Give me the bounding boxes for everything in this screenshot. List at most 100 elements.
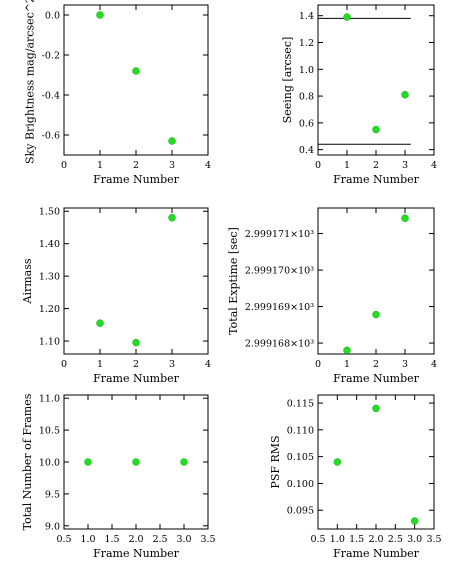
x-tick-label: 2 (373, 359, 379, 370)
x-axis-label: Frame Number (93, 173, 180, 186)
y-tick-label: 10.0 (39, 458, 60, 469)
y-tick-label: 9.5 (45, 489, 60, 500)
y-tick-label: 0.6 (299, 118, 314, 129)
data-point (132, 338, 140, 347)
data-point (84, 458, 92, 466)
y-tick-label: 11.0 (39, 394, 60, 405)
y-tick-label: 0.4 (299, 145, 314, 156)
x-tick-label: 4 (431, 359, 437, 370)
y-axis-label: Total Exptime [sec] (227, 227, 240, 335)
panel-sky-brightness: 0 1 2 3 4 0.0 -0.2 -0.4 -0.6 Frame Number Sky Brig… (24, 0, 211, 186)
data-point (401, 90, 409, 99)
x-tick-label: 3 (402, 359, 408, 370)
y-axis-label: Sky Brightness mag/arcsec^2 (24, 0, 37, 164)
data-point (96, 11, 104, 19)
x-tick-label: 1 (344, 359, 350, 370)
y-tick-label: 0.100 (287, 479, 314, 490)
x-tick-label: 4 (431, 160, 437, 171)
y-tick-label: 0.0 (45, 11, 60, 22)
x-tick-label: 2.5 (388, 534, 403, 545)
x-tick-label: 0 (61, 160, 67, 171)
data-point (401, 214, 409, 222)
x-tick-label: 0 (315, 160, 321, 171)
y-tick-label: 1.10 (39, 337, 60, 348)
y-tick-label: -0.2 (42, 51, 60, 62)
plot-frame (63, 207, 209, 355)
y-tick-label: 0.8 (299, 92, 314, 103)
y-tick-label: 1.0 (299, 65, 314, 76)
x-axis-label: Frame Number (93, 372, 180, 385)
panel-seeing: 0 1 2 3 4 0.4 0.6 0.8 1.0 1.2 1.4 Frame Number Seein… (281, 4, 437, 186)
y-tick-label: 1.40 (39, 239, 60, 250)
y-tick-label: 0.115 (287, 399, 314, 410)
data-point (132, 67, 140, 75)
x-tick-label: 2 (133, 160, 139, 171)
y-tick-label: 10.5 (39, 426, 60, 437)
data-point (343, 346, 351, 355)
y-tick-label: 1.50 (39, 207, 60, 218)
y-tick-label: 1.20 (39, 304, 60, 315)
x-tick-label: 3.0 (176, 534, 191, 545)
data-point (180, 458, 188, 466)
y-tick-label: 2.999170×10³ (245, 266, 314, 277)
y-axis-label: PSF RMS (269, 435, 282, 488)
y-tick-label: 1.2 (299, 38, 314, 49)
panel-total-exptime: 0 1 2 3 4 2.999168×10³ 2.999169×10³ 2.999170×10… (227, 207, 437, 385)
y-tick-label: 2.999168×10³ (245, 339, 314, 350)
y-tick-label: 1.30 (39, 272, 60, 283)
x-tick-label: 1.0 (330, 534, 345, 545)
x-tick-label: 0 (315, 359, 321, 370)
x-tick-label: 1 (344, 160, 350, 171)
x-tick-label: 2.5 (152, 534, 167, 545)
x-tick-label: 3.5 (200, 534, 215, 545)
x-tick-label: 2.0 (368, 534, 383, 545)
x-tick-label: 3.0 (407, 534, 422, 545)
y-axis-label: Seeing [arcsec] (281, 37, 294, 124)
plot-frame (317, 207, 435, 355)
data-point (168, 213, 176, 222)
y-tick-label: -0.4 (42, 91, 60, 102)
y-tick-label: -0.6 (42, 131, 60, 142)
data-point (96, 319, 104, 327)
y-tick-label: 1.4 (299, 11, 314, 22)
x-tick-label: 4 (205, 359, 211, 370)
y-tick-label: 2.999171×10³ (245, 229, 314, 240)
data-point (333, 458, 342, 466)
x-tick-label: 2.0 (128, 534, 143, 545)
x-tick-label: 4 (205, 160, 211, 171)
data-point (410, 517, 419, 525)
x-axis-label: Frame Number (333, 547, 420, 560)
x-tick-label: 0.5 (56, 534, 71, 545)
panel-total-number-of-frames: 0.5 1.0 1.5 2.0 2.5 3.0 3.5 9.0 9.5 10.0 10.5 11.0 F… (21, 393, 216, 560)
x-axis-label: Frame Number (93, 547, 180, 560)
y-tick-label: 0.105 (287, 452, 314, 463)
data-point (343, 13, 351, 21)
y-tick-label: 0.095 (287, 506, 314, 517)
x-tick-label: 0.5 (310, 534, 325, 545)
y-axis-label: Airmass (21, 258, 34, 304)
panel-airmass: 0 1 2 3 4 1.10 1.20 1.30 1.40 1.50 Frame Number Air… (21, 207, 211, 385)
x-tick-label: 1.5 (349, 534, 364, 545)
data-point (372, 310, 380, 319)
x-tick-label: 3 (169, 160, 175, 171)
x-tick-label: 1.0 (80, 534, 95, 545)
data-point (372, 125, 380, 134)
y-tick-label: 0.110 (287, 425, 314, 436)
x-tick-label: 1 (97, 160, 103, 171)
y-axis-label: Total Number of Frames (21, 393, 34, 530)
x-tick-label: 2 (373, 160, 379, 171)
data-point (372, 404, 380, 413)
x-axis-label: Frame Number (333, 372, 420, 385)
data-point (168, 137, 176, 145)
x-tick-label: 1.5 (104, 534, 119, 545)
x-tick-label: 1 (97, 359, 103, 370)
x-tick-label: 2 (133, 359, 139, 370)
x-axis-label: Frame Number (333, 173, 420, 186)
plot-frame (63, 4, 209, 156)
data-point (132, 458, 140, 466)
x-tick-label: 3 (402, 160, 408, 171)
panel-psf-rms: 0.5 1.0 1.5 2.0 2.5 3.0 3.5 0.095 0.100 0.105 0.11… (269, 394, 442, 560)
y-tick-label: 9.0 (45, 521, 60, 532)
x-tick-label: 3.5 (426, 534, 441, 545)
